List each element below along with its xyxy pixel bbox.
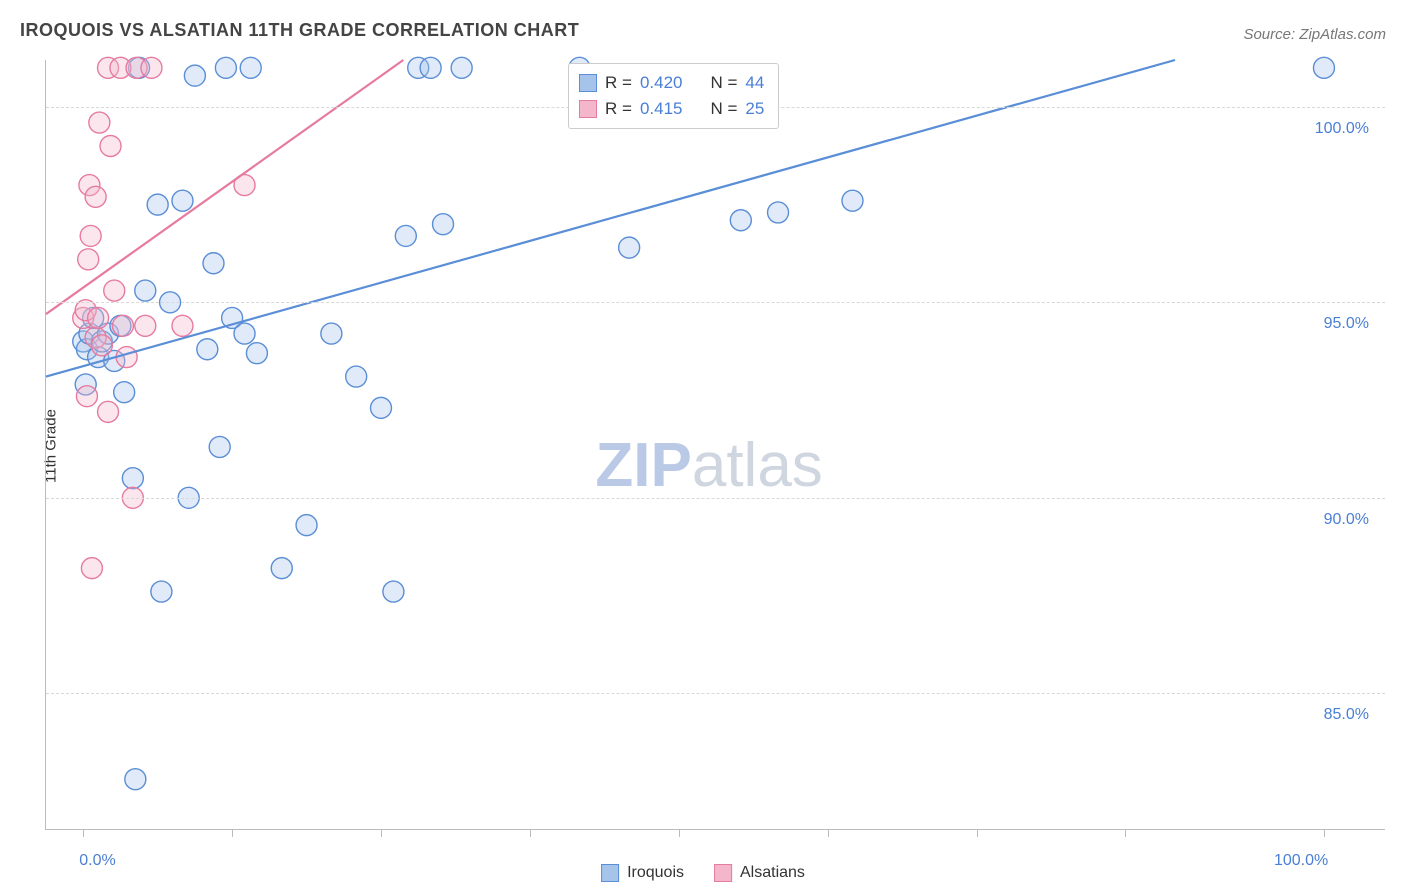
legend-swatch	[601, 864, 619, 882]
chart-title: IROQUOIS VS ALSATIAN 11TH GRADE CORRELAT…	[20, 20, 579, 41]
iroquois-point	[321, 323, 342, 344]
series-legend-label: Alsatians	[740, 864, 805, 882]
iroquois-point	[346, 366, 367, 387]
legend-swatch	[714, 864, 732, 882]
alsatian-point	[88, 307, 109, 328]
iroquois-point	[1313, 57, 1334, 78]
alsatian-point	[91, 335, 112, 356]
x-tick	[828, 829, 829, 837]
alsatian-point	[89, 112, 110, 133]
stats-legend-row: R = 0.420 N = 44	[579, 70, 764, 96]
x-tick	[977, 829, 978, 837]
legend-r-value: 0.415	[640, 96, 683, 122]
y-tick-label: 100.0%	[1315, 120, 1369, 138]
iroquois-point	[842, 190, 863, 211]
iroquois-point	[371, 397, 392, 418]
series-legend-item: Alsatians	[714, 864, 805, 882]
x-tick	[83, 829, 84, 837]
iroquois-point	[246, 343, 267, 364]
x-tick	[381, 829, 382, 837]
iroquois-point	[395, 225, 416, 246]
stats-legend: R = 0.420 N = 44 R = 0.415 N = 25	[568, 63, 779, 129]
alsatian-point	[78, 249, 99, 270]
iroquois-point	[619, 237, 640, 258]
iroquois-point	[172, 190, 193, 211]
gridline	[46, 693, 1385, 694]
iroquois-point	[215, 57, 236, 78]
iroquois-point	[420, 57, 441, 78]
y-tick-label: 90.0%	[1324, 511, 1369, 529]
gridline	[46, 498, 1385, 499]
alsatian-point	[98, 401, 119, 422]
stats-legend-row: R = 0.415 N = 25	[579, 96, 764, 122]
iroquois-point	[730, 210, 751, 231]
legend-n-value: 44	[745, 70, 764, 96]
iroquois-point	[197, 339, 218, 360]
legend-n-label: N =	[710, 96, 737, 122]
series-legend: Iroquois Alsatians	[601, 864, 805, 882]
alsatian-point	[135, 315, 156, 336]
gridline	[46, 302, 1385, 303]
x-tick	[1125, 829, 1126, 837]
iroquois-point	[114, 382, 135, 403]
alsatian-point	[112, 315, 133, 336]
iroquois-point	[209, 436, 230, 457]
alsatian-point	[76, 386, 97, 407]
legend-n-label: N =	[710, 70, 737, 96]
series-legend-label: Iroquois	[627, 864, 684, 882]
legend-r-label: R =	[605, 70, 632, 96]
iroquois-point	[184, 65, 205, 86]
y-tick-label: 85.0%	[1324, 706, 1369, 724]
alsatian-point	[81, 558, 102, 579]
plot-area: 85.0%90.0%95.0%100.0%0.0%100.0% ZIPatlas	[45, 60, 1385, 830]
y-tick-label: 95.0%	[1324, 315, 1369, 333]
iroquois-point	[271, 558, 292, 579]
alsatian-point	[141, 57, 162, 78]
iroquois-point	[383, 581, 404, 602]
iroquois-point	[296, 515, 317, 536]
iroquois-point	[203, 253, 224, 274]
alsatian-point	[100, 135, 121, 156]
legend-swatch	[579, 100, 597, 118]
legend-r-value: 0.420	[640, 70, 683, 96]
legend-n-value: 25	[745, 96, 764, 122]
iroquois-point	[240, 57, 261, 78]
iroquois-point	[135, 280, 156, 301]
alsatian-point	[85, 186, 106, 207]
x-tick	[232, 829, 233, 837]
iroquois-point	[234, 323, 255, 344]
alsatian-point	[104, 280, 125, 301]
source-attribution: Source: ZipAtlas.com	[1243, 26, 1386, 43]
iroquois-point	[125, 769, 146, 790]
iroquois-point	[122, 468, 143, 489]
iroquois-point	[151, 581, 172, 602]
iroquois-point	[768, 202, 789, 223]
legend-r-label: R =	[605, 96, 632, 122]
x-tick	[530, 829, 531, 837]
x-tick-label: 100.0%	[1274, 852, 1328, 870]
scatter-svg	[46, 60, 1386, 830]
series-legend-item: Iroquois	[601, 864, 684, 882]
legend-swatch	[579, 74, 597, 92]
iroquois-point	[451, 57, 472, 78]
iroquois-point	[433, 214, 454, 235]
alsatian-point	[172, 315, 193, 336]
alsatian-point	[80, 225, 101, 246]
x-tick	[679, 829, 680, 837]
x-tick	[1324, 829, 1325, 837]
x-tick-label: 0.0%	[79, 852, 115, 870]
iroquois-point	[147, 194, 168, 215]
